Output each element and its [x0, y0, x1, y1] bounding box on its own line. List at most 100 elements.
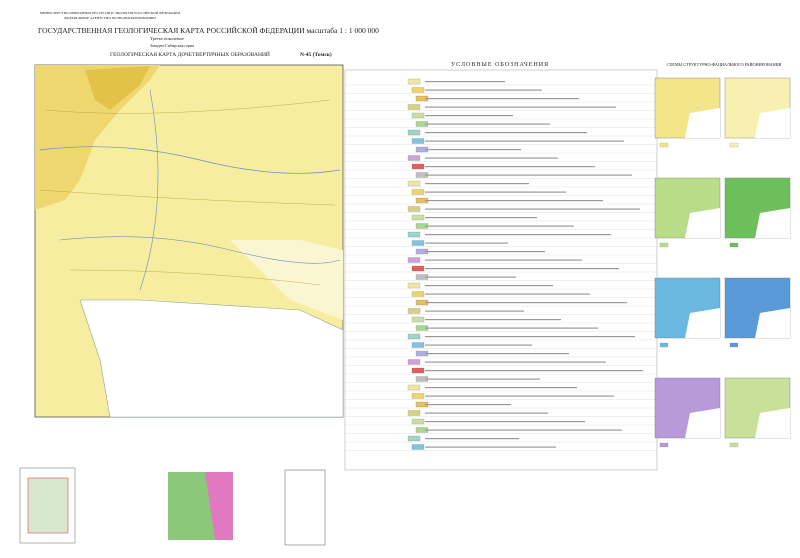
scheme-legend — [659, 442, 669, 448]
scheme-legend — [729, 142, 739, 148]
legend-text-placeholder — [425, 319, 561, 321]
scheme-outside — [755, 108, 790, 138]
schemes-title: СХЕМЫ СТРУКТУРНО-ФАЦИАЛЬНОГО РАЙОНИРОВАН… — [667, 62, 782, 67]
scheme-outside — [685, 408, 720, 438]
inset-scheme — [284, 469, 326, 546]
legend-text-placeholder — [425, 106, 616, 108]
scheme-legend — [659, 342, 669, 348]
legend-swatch — [407, 231, 421, 238]
legend-swatch — [407, 78, 421, 85]
legend-swatch — [411, 138, 425, 144]
legend-swatch — [411, 291, 425, 297]
main-map — [34, 64, 344, 418]
legend-text-placeholder — [425, 438, 519, 440]
legend-text-placeholder — [425, 353, 569, 355]
scheme-legend — [729, 342, 739, 348]
legend-text-placeholder — [425, 293, 590, 295]
legend-text-placeholder — [425, 387, 577, 389]
sheet-number: N-45 (Томск) — [300, 51, 332, 58]
inset-grid — [27, 477, 69, 534]
legend-text-placeholder — [425, 98, 579, 100]
legend-text-placeholder — [425, 302, 627, 304]
legend-text-placeholder — [425, 183, 529, 185]
series: Западно-Сибирская серия — [150, 43, 194, 48]
legend-swatch — [411, 265, 425, 272]
legend-text-placeholder — [425, 395, 614, 397]
legend-swatch — [411, 444, 425, 450]
scheme-outside — [755, 408, 790, 438]
legend-swatch — [411, 316, 425, 323]
legend-swatch — [411, 240, 425, 246]
legend-swatch — [411, 87, 425, 93]
river — [59, 236, 341, 264]
legend-text-placeholder — [425, 225, 574, 227]
legend-text-placeholder — [425, 166, 595, 168]
legend-text-placeholder — [425, 285, 553, 287]
legend-text-placeholder — [425, 242, 508, 244]
scheme-outside — [685, 308, 720, 338]
legend-swatch — [411, 163, 425, 170]
legend-swatch — [411, 112, 425, 119]
legend-text-placeholder — [425, 89, 542, 91]
legend-text-placeholder — [425, 132, 587, 134]
legend-swatch — [407, 206, 421, 212]
legend-text-placeholder — [425, 404, 511, 406]
legend-swatch — [411, 214, 425, 221]
legend-text-placeholder — [425, 327, 598, 329]
scheme-legend — [729, 442, 739, 448]
scheme-legend — [729, 242, 739, 248]
main-title: ГОСУДАРСТВЕННАЯ ГЕОЛОГИЧЕСКАЯ КАРТА РОСС… — [38, 26, 379, 35]
contour — [39, 99, 336, 286]
inset-map — [205, 472, 233, 540]
agency: ФЕДЕРАЛЬНОЕ АГЕНТСТВО ПО НЕДРОПОЛЬЗОВАНИ… — [64, 16, 156, 20]
scheme-legend — [659, 142, 669, 148]
legend-swatch — [407, 384, 421, 391]
legend-swatch — [411, 393, 425, 399]
legend-text-placeholder — [425, 200, 603, 202]
legend-swatch — [407, 410, 421, 416]
legend-swatch — [411, 367, 425, 374]
legend-text-placeholder — [425, 412, 548, 414]
legend-swatch — [407, 435, 421, 442]
insets — [19, 467, 326, 546]
scheme-outside — [755, 308, 790, 338]
legend-swatch — [407, 359, 421, 365]
legend-swatch — [407, 308, 421, 314]
legend-swatch — [407, 129, 421, 136]
legend-swatch — [407, 155, 421, 161]
legend-text-placeholder — [425, 174, 632, 176]
legend-text-placeholder — [425, 140, 624, 142]
legend-text-placeholder — [425, 149, 521, 151]
legend-swatch — [411, 418, 425, 425]
legend-text-placeholder — [425, 336, 635, 338]
legend-text-placeholder — [425, 234, 611, 236]
legend-text-placeholder — [425, 276, 516, 278]
legend-title: УСЛОВНЫЕ ОБОЗНАЧЕНИЯ — [451, 62, 549, 68]
legend-text-placeholder — [425, 446, 556, 448]
legend-text-placeholder — [425, 310, 524, 312]
legend: УСЛОВНЫЕ ОБОЗНАЧЕНИЯ — [344, 62, 658, 471]
legend-swatch — [407, 282, 421, 289]
legend-text-placeholder — [425, 123, 550, 125]
legend-frame — [344, 69, 658, 471]
legend-text-placeholder — [425, 115, 513, 117]
legend-swatch — [407, 257, 421, 263]
legend-text-placeholder — [425, 157, 558, 159]
legend-swatch — [407, 333, 421, 340]
legend-text-placeholder — [425, 251, 545, 253]
map-title: ГЕОЛОГИЧЕСКАЯ КАРТА ДОЧЕТВЕРТИЧНЫХ ОБРАЗ… — [110, 50, 270, 58]
legend-swatch — [411, 189, 425, 195]
scheme-outside — [685, 208, 720, 238]
legend-text-placeholder — [425, 378, 540, 380]
legend-swatch — [407, 180, 421, 187]
legend-swatch — [411, 342, 425, 348]
legend-text-placeholder — [425, 81, 505, 83]
legend-text-placeholder — [425, 421, 585, 423]
river — [39, 146, 341, 174]
scheme-outside — [755, 208, 790, 238]
unit-area — [35, 65, 160, 210]
ministry: МИНИСТЕРСТВО ПРИРОДНЫХ РЕСУРСОВ И ЭКОЛОГ… — [40, 10, 181, 15]
legend-text-placeholder — [425, 208, 640, 210]
scheme-outside — [685, 108, 720, 138]
